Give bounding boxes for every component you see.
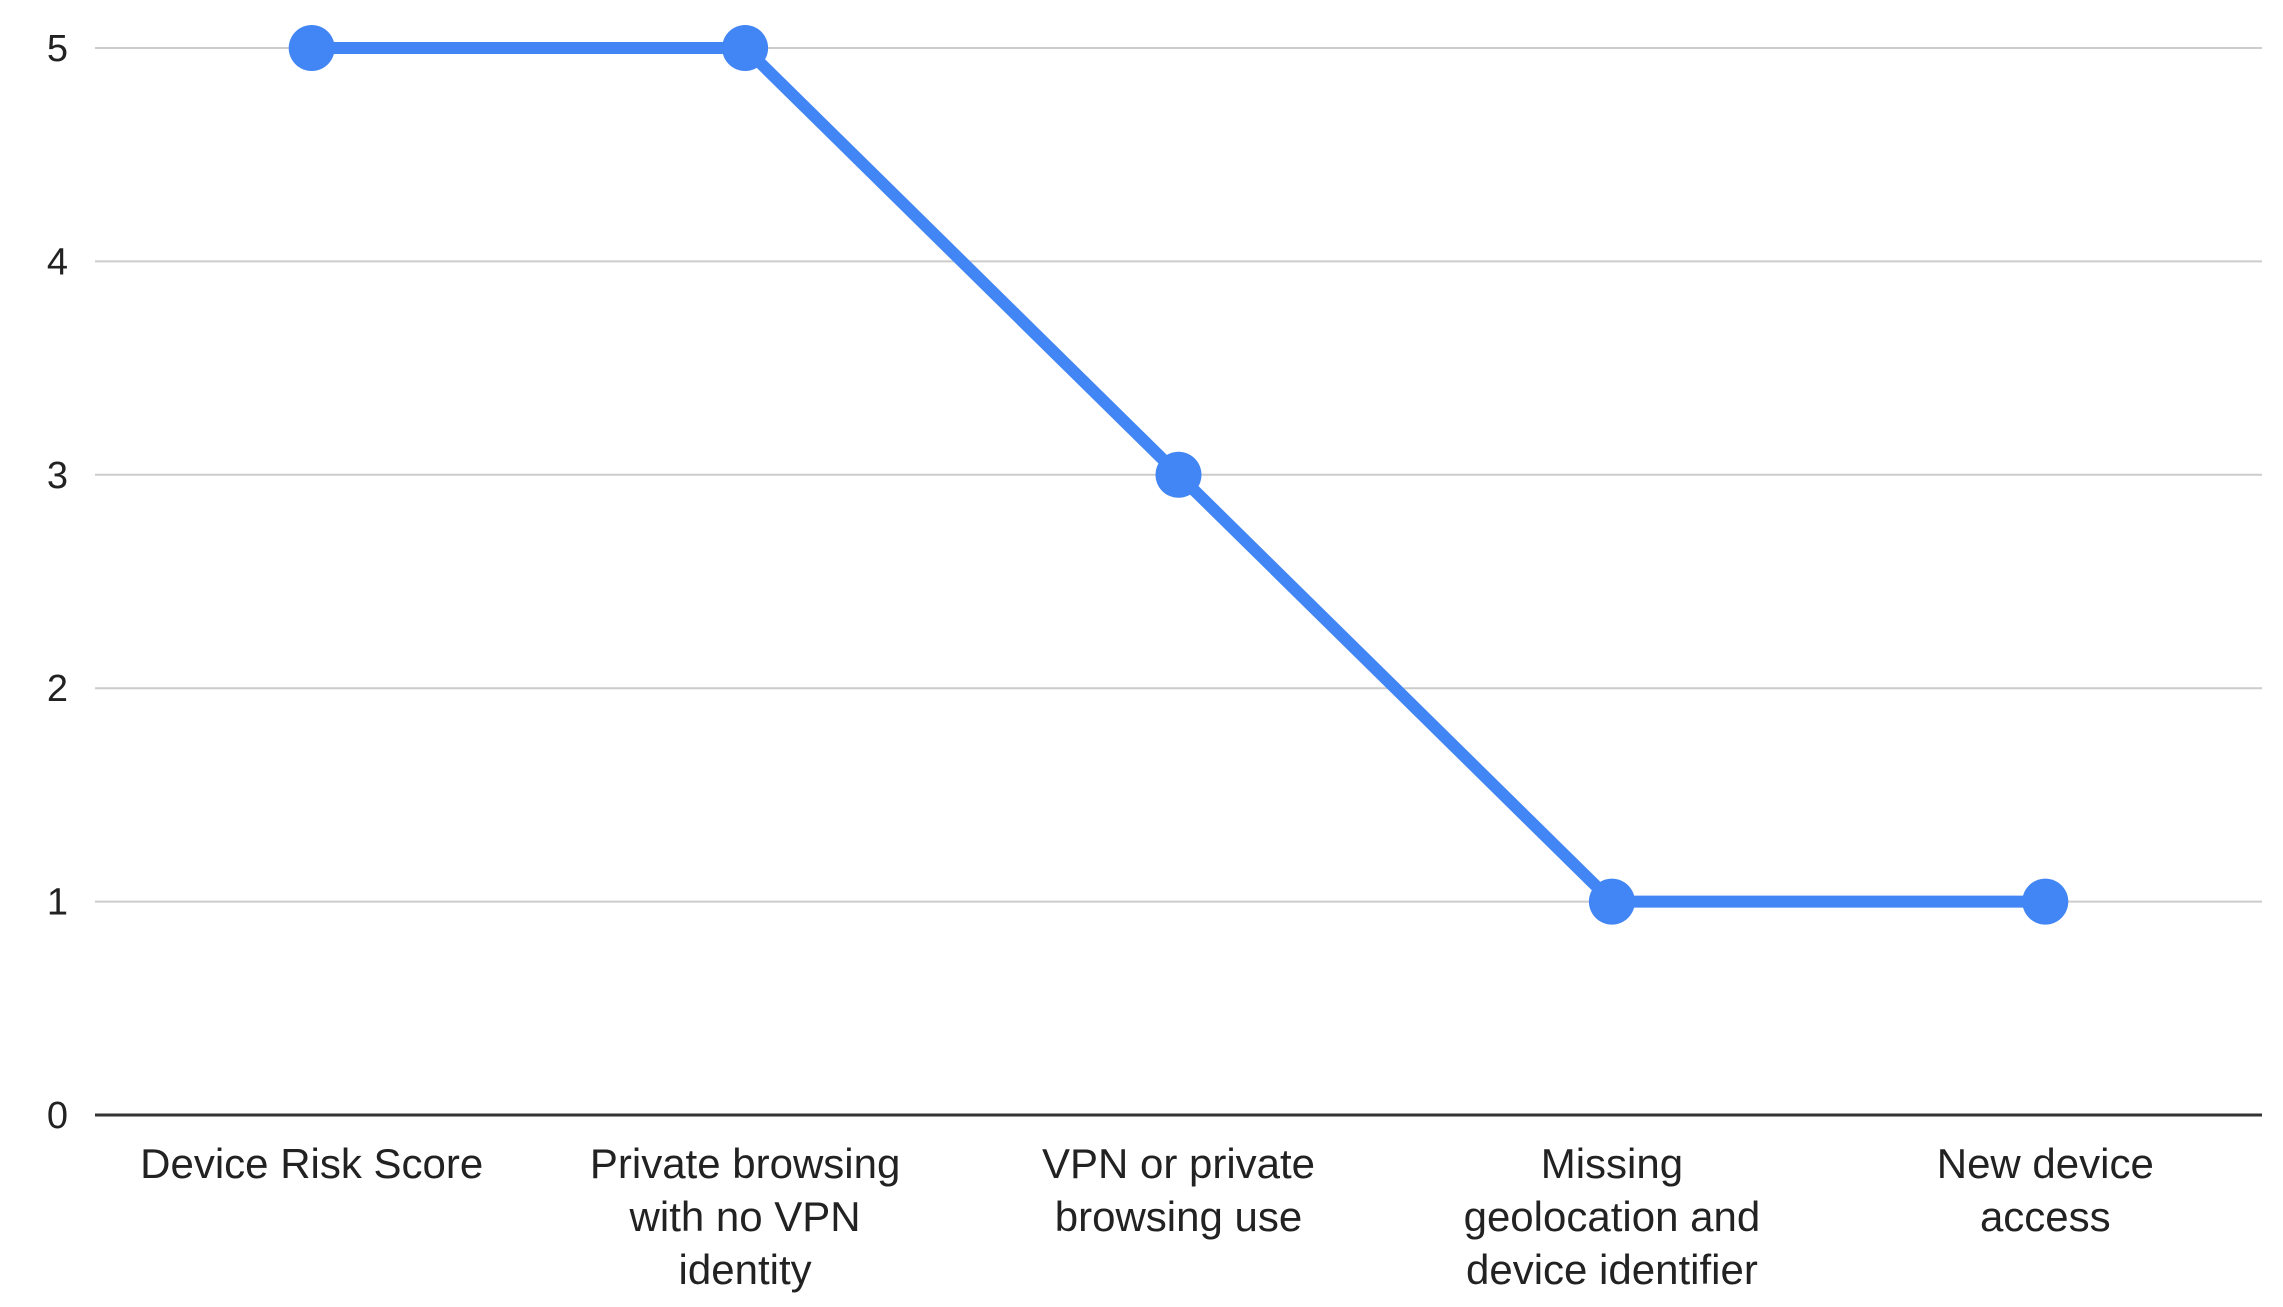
series — [288, 25, 2069, 925]
x-tick-label-line: Private browsing — [590, 1140, 900, 1187]
x-tick-label-line: device identifier — [1466, 1246, 1758, 1293]
data-point-2 — [722, 25, 769, 71]
x-tick-label-line: access — [1980, 1193, 2111, 1240]
y-tick-label-3: 3 — [47, 455, 68, 497]
x-tick-label-1: Device Risk Score — [140, 1140, 483, 1187]
x-tick-label-line: Missing — [1541, 1140, 1683, 1187]
x-tick-label-line: VPN or private — [1042, 1140, 1315, 1187]
data-point-1 — [288, 25, 335, 71]
x-tick-label-4: Missing geolocation and device identifier — [1464, 1140, 1761, 1293]
y-tick-label-5: 5 — [47, 28, 68, 70]
x-tick-label-2: Private browsing with no VPN identity — [590, 1140, 900, 1293]
x-tick-label-line: geolocation and — [1464, 1193, 1761, 1240]
x-tick-label-line: identity — [679, 1246, 812, 1293]
x-tick-label-line: New device — [1937, 1140, 2154, 1187]
data-point-4 — [1588, 878, 1635, 925]
y-tick-label-4: 4 — [47, 241, 68, 283]
y-tick-label-1: 1 — [47, 882, 68, 924]
y-axis-tick-labels: 0 1 2 3 4 5 — [47, 28, 68, 1137]
data-point-5 — [2022, 878, 2069, 925]
x-tick-label-5: New device access — [1937, 1140, 2154, 1240]
x-tick-label-line: Device Risk Score — [140, 1140, 483, 1187]
x-tick-label-3: VPN or private browsing use — [1042, 1140, 1315, 1240]
y-tick-label-0: 0 — [47, 1095, 68, 1137]
y-tick-label-2: 2 — [47, 668, 68, 710]
x-tick-label-line: browsing use — [1055, 1193, 1302, 1240]
x-axis-tick-labels: Device Risk Score Private browsing with no… — [140, 1140, 2154, 1293]
data-point-3 — [1155, 451, 1202, 498]
x-tick-label-line: with no VPN — [629, 1193, 861, 1240]
